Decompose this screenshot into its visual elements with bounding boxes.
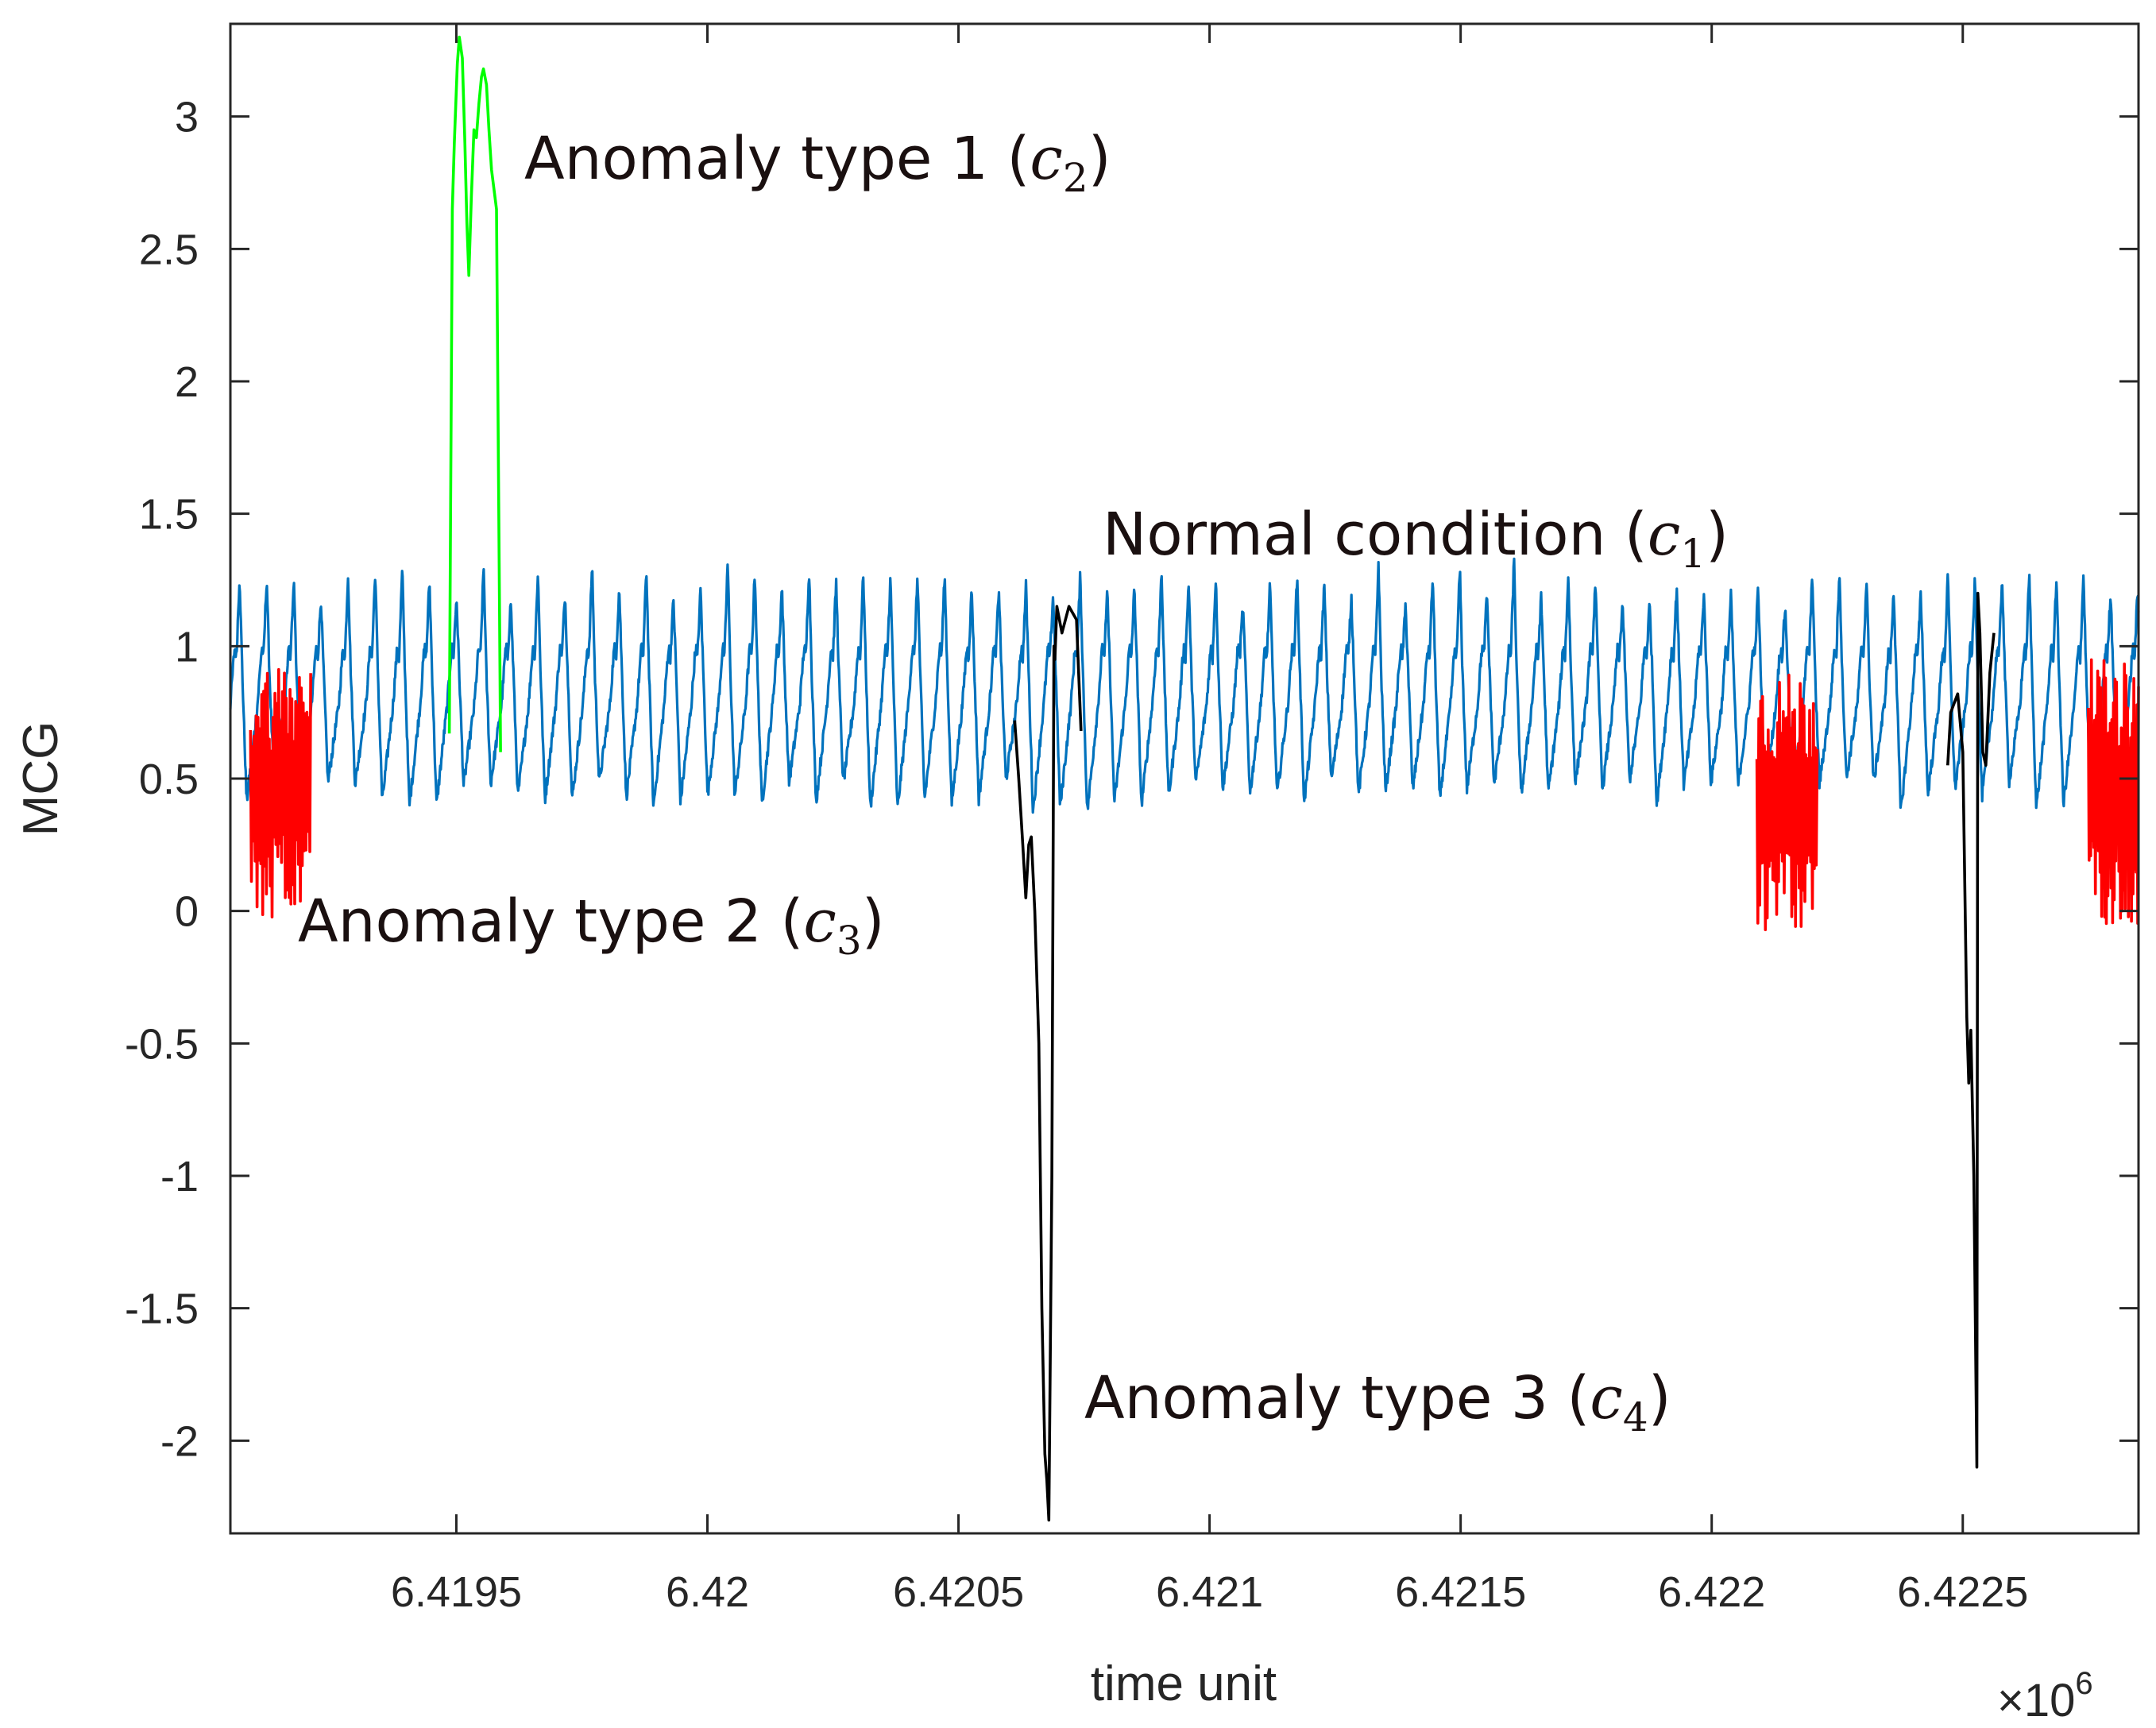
y-tick-label: 2 [175,358,199,406]
annotation-normal-condition: Normal condition (c1) [1103,501,1729,577]
x-axis: 6.4195 6.42 6.4205 6.421 6.4215 6.422 6.4225 [391,24,2028,1616]
x-tick-label: 6.4205 [893,1568,1024,1616]
y-axis-label: MCG [14,721,68,837]
y-tick-label: 1.5 [139,491,199,539]
x-axis-label: time unit [1091,1656,1277,1711]
anomaly-series-5 [1013,605,1083,1522]
x-exponent-power: 6 [2075,1666,2092,1701]
y-tick-label: 0.5 [139,756,199,803]
normal-condition-line [229,557,2140,814]
plot-series [229,35,2140,1522]
y-tick-label: -2 [160,1417,199,1465]
anomaly-series-6 [1946,591,1996,1469]
x-tick-label: 6.422 [1658,1568,1765,1616]
y-tick-label: 0 [175,888,199,936]
y-tick-label: 3 [175,94,199,141]
x-exponent-label: ×106 [1997,1666,2093,1726]
y-tick-label: -1 [160,1153,199,1200]
y-tick-label: 2.5 [139,226,199,273]
anomaly-series-4 [2087,658,2140,926]
x-tick-label: 6.421 [1156,1568,1263,1616]
annotation-anomaly-type-2: Anomaly type 2 (c3) [298,887,885,964]
anomaly-series-3 [1755,673,1819,932]
x-exponent-base: ×10 [1997,1675,2075,1726]
y-tick-label: 1 [175,623,199,671]
x-tick-label: 6.4195 [391,1568,522,1616]
anomaly-series-2 [249,667,312,918]
annotation-anomaly-type-3: Anomaly type 3 (c4) [1084,1364,1671,1440]
y-tick-label: -1.5 [125,1285,199,1333]
x-tick-label: 6.42 [666,1568,749,1616]
annotation-anomaly-type-1: Anomaly type 1 (c2) [524,125,1111,201]
x-tick-label: 6.4225 [1897,1568,2028,1616]
y-tick-label: -0.5 [125,1020,199,1068]
y-axis: -2 -1.5 -1 -0.5 0 0.5 1 1.5 2 2.5 3 [125,94,2139,1465]
anomaly-series-1 [447,35,502,752]
x-tick-label: 6.4215 [1395,1568,1526,1616]
